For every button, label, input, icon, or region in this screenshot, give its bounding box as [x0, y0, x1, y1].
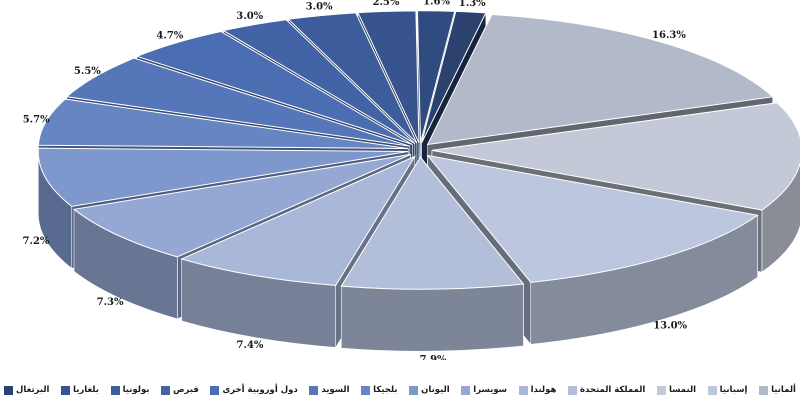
legend-label: دول أوروبية أخرى	[222, 385, 298, 395]
legend-swatch	[161, 385, 171, 395]
slice-value-label: 1.3%	[459, 0, 486, 9]
slice-value-label: 1.6%	[423, 0, 450, 8]
legend-item: دول أوروبية أخرى	[210, 385, 298, 395]
legend-swatch	[409, 385, 419, 395]
legend-swatch	[361, 385, 371, 395]
slice-value-label: 4.7%	[156, 31, 183, 42]
legend-label: ألمانيا	[771, 385, 796, 395]
legend-swatch	[309, 385, 319, 395]
pie-slice	[426, 154, 759, 283]
slice-value-label: 16.3%	[652, 30, 686, 41]
legend-item: السويد	[309, 385, 350, 395]
pie-top-layer	[37, 10, 800, 290]
pie-slice	[431, 102, 800, 211]
legend-swatch	[4, 385, 13, 395]
legend-item: بلغاريا	[61, 385, 99, 395]
pie-slice	[426, 13, 774, 146]
legend-swatch	[110, 385, 120, 395]
legend-item: البرتغال	[4, 385, 49, 395]
slice-value-label: 13.0%	[653, 320, 687, 331]
legend-label: البرتغال	[16, 385, 50, 395]
legend-swatch	[567, 385, 577, 395]
pie-slice	[287, 12, 418, 144]
pie-slice	[221, 19, 416, 144]
legend-swatch	[461, 385, 471, 395]
slice-value-label: 5.5%	[74, 66, 101, 77]
pie-slice	[65, 57, 410, 147]
slice-value-label: 7.3%	[97, 297, 124, 308]
pie-slice	[135, 30, 413, 145]
legend-label: بلجيكا	[373, 385, 398, 395]
legend-label: قبرص	[173, 385, 199, 395]
slice-outer-wall	[340, 283, 524, 352]
pie-slice	[416, 10, 456, 143]
legend-swatch	[518, 385, 528, 395]
legend-label: إسبانيا	[719, 385, 748, 395]
pie-slice	[37, 98, 409, 150]
legend-swatch	[61, 385, 71, 395]
legend-label: اليونان	[421, 385, 450, 395]
slice-value-label: 7.2%	[23, 236, 50, 247]
legend-item: بلجيكا	[361, 385, 398, 395]
slice-value-label: 3.0%	[306, 1, 333, 12]
legend-swatch	[707, 385, 717, 395]
pie-slice	[421, 10, 487, 144]
legend-label: بولونيا	[122, 385, 150, 395]
slice-value-label: 7.4%	[237, 340, 264, 351]
slice-value-label: 7.9%	[420, 354, 447, 360]
legend-label: المملكة المتحدة	[579, 385, 646, 395]
legend-item: المملكة المتحدة	[567, 385, 646, 395]
slice-value-label: 5.7%	[23, 114, 50, 125]
legend-item: هولندا	[518, 385, 557, 395]
legend-label: بلغاريا	[73, 385, 99, 395]
legend-item: قبرص	[161, 385, 199, 395]
pie-slice	[180, 155, 417, 286]
legend-item: بولونيا	[110, 385, 150, 395]
pie-slice	[72, 153, 411, 258]
pie-slice	[37, 147, 409, 207]
pie-slice	[357, 10, 420, 144]
legend-swatch	[656, 385, 666, 395]
legend-label: سويسرا	[473, 385, 508, 395]
legend-item: اليونان	[409, 385, 450, 395]
legend: ألمانيا إسبانيا النمسا المملكة المتحدة هولند…	[4, 379, 796, 401]
legend-swatch	[759, 385, 769, 395]
legend-swatch	[210, 385, 220, 395]
legend-item: النمسا	[656, 385, 697, 395]
slice-value-label: 3.0%	[236, 11, 263, 22]
legend-label: هولندا	[530, 385, 557, 395]
legend-item: إسبانيا	[707, 385, 748, 395]
legend-label: السويد	[321, 385, 350, 395]
pie-slice	[340, 156, 525, 290]
value-label-layer: 16.3% 13.0% 7.9% 7.4% 7.3% 7.2% 5.7% 5.5% 4.7% 3.…	[23, 0, 688, 360]
legend-item: سويسرا	[461, 385, 507, 395]
legend-item: ألمانيا	[759, 385, 796, 395]
legend-label: النمسا	[668, 385, 697, 395]
slice-value-label: 2.5%	[372, 0, 399, 8]
pie-chart: 16.3% 13.0% 7.9% 7.4% 7.3% 7.2% 5.7% 5.5% 4.7% 3.…	[23, 0, 800, 360]
